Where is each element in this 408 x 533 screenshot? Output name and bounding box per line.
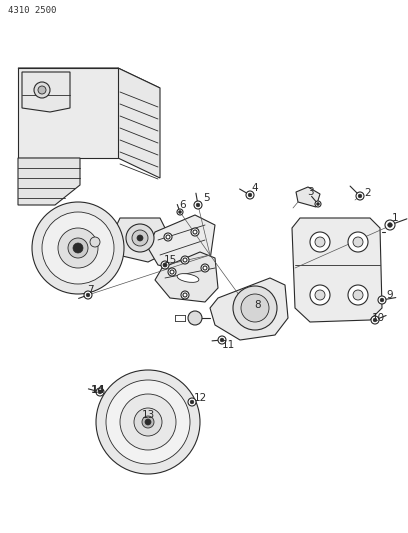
Circle shape [84,291,92,299]
Circle shape [188,398,196,406]
Circle shape [317,203,319,205]
Circle shape [183,293,187,297]
Circle shape [132,230,148,246]
Circle shape [241,294,269,322]
Circle shape [315,201,321,207]
Circle shape [32,202,124,294]
Circle shape [310,285,330,305]
Text: 6: 6 [180,200,186,210]
Circle shape [38,86,46,94]
Circle shape [310,232,330,252]
Text: 15: 15 [163,255,177,265]
Circle shape [315,237,325,247]
Text: 5: 5 [203,193,209,203]
Circle shape [96,370,200,474]
Text: 11: 11 [222,340,235,350]
Polygon shape [292,218,382,322]
Circle shape [86,293,90,297]
Polygon shape [148,215,215,272]
Circle shape [353,290,363,300]
Polygon shape [155,252,218,302]
Circle shape [137,235,143,241]
Circle shape [96,388,104,396]
Circle shape [201,264,209,272]
Circle shape [126,224,154,252]
Circle shape [73,243,83,253]
Circle shape [358,194,362,198]
Circle shape [233,286,277,330]
Circle shape [373,318,377,322]
Polygon shape [18,68,160,88]
Circle shape [348,232,368,252]
Circle shape [145,419,151,425]
Circle shape [203,266,207,270]
Circle shape [246,191,254,199]
Polygon shape [296,187,320,207]
Circle shape [315,290,325,300]
Polygon shape [118,68,160,178]
Circle shape [134,408,162,436]
Circle shape [68,238,88,258]
Text: 12: 12 [193,393,206,403]
Polygon shape [210,278,288,340]
Circle shape [120,394,176,450]
Circle shape [194,201,202,209]
Text: 1: 1 [392,213,398,223]
Circle shape [166,235,170,239]
Circle shape [170,270,174,274]
Circle shape [191,228,199,236]
Circle shape [348,285,368,305]
Circle shape [356,192,364,200]
Circle shape [179,211,181,213]
Text: 4: 4 [252,183,258,193]
Circle shape [380,298,384,302]
Circle shape [34,82,50,98]
Circle shape [163,263,167,267]
Text: 13: 13 [142,410,155,420]
Text: 9: 9 [387,290,393,300]
Circle shape [168,268,176,276]
Circle shape [183,258,187,262]
Circle shape [181,291,189,299]
Circle shape [371,316,379,324]
Polygon shape [112,218,165,262]
Circle shape [196,203,200,207]
Circle shape [220,338,224,342]
Text: 8: 8 [255,300,261,310]
Text: 10: 10 [371,313,385,323]
Ellipse shape [177,273,199,282]
Circle shape [58,228,98,268]
Circle shape [142,416,154,428]
Circle shape [98,390,102,394]
Circle shape [164,233,172,241]
Circle shape [378,296,386,304]
Circle shape [42,212,114,284]
Circle shape [190,400,194,404]
Circle shape [353,237,363,247]
Circle shape [218,336,226,344]
Polygon shape [18,68,118,158]
Circle shape [188,311,202,325]
Circle shape [161,261,169,269]
Circle shape [248,193,252,197]
Circle shape [90,237,100,247]
Circle shape [177,209,183,215]
Polygon shape [18,158,80,205]
Text: 7: 7 [86,285,93,295]
Text: 2: 2 [365,188,371,198]
Circle shape [193,230,197,234]
Text: 4310 2500: 4310 2500 [8,6,56,15]
Polygon shape [22,72,70,112]
Text: 3: 3 [307,187,313,197]
Circle shape [385,220,395,230]
Text: 14: 14 [91,385,105,395]
Circle shape [388,223,392,227]
Circle shape [106,380,190,464]
Circle shape [181,256,189,264]
